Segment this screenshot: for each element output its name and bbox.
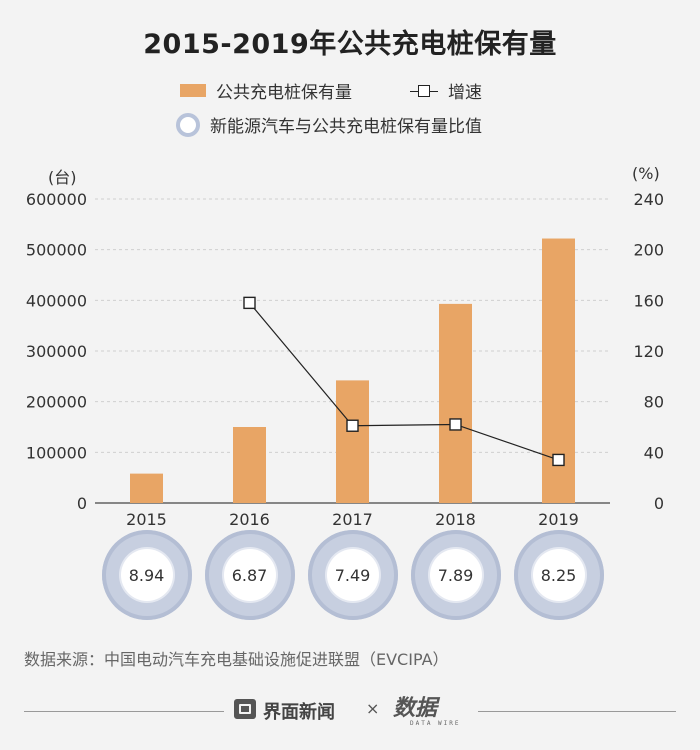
ratio-ring: 6.87 (204, 530, 295, 620)
left-tick-label: 500000 (26, 241, 87, 260)
bar (233, 427, 266, 503)
legend-line-marker (410, 84, 438, 98)
growth-point (346, 419, 359, 432)
chart-title: 2015-2019年公共充电桩保有量 (143, 29, 557, 60)
bar (130, 473, 163, 503)
data-wire-logo-sub: DATA WIRE (410, 720, 461, 727)
growth-point (243, 296, 256, 310)
legend-bar: 公共充电桩保有量 (180, 78, 352, 103)
right-tick-label: 120 (633, 342, 664, 361)
left-axis-unit: (台) (48, 168, 77, 187)
legend-bar-label: 公共充电桩保有量 (216, 83, 352, 103)
ratio-ring: 7.89 (410, 530, 501, 620)
left-tick-label: 200000 (26, 393, 87, 412)
x-tick-label: 2019 (538, 510, 579, 529)
growth-point (449, 418, 462, 431)
chart-plot: 0 100000 200000 300000 400000 500000 600000 0 40… (26, 190, 664, 529)
left-tick-label: 600000 (26, 190, 87, 209)
jiemian-logo-icon (234, 699, 256, 719)
ratio-value: 7.49 (326, 549, 379, 601)
brand-name: 界面新闻 (263, 702, 335, 723)
ratio-value: 8.94 (120, 549, 173, 601)
x-tick-label: 2018 (435, 510, 476, 529)
legend-line-label: 增速 (448, 83, 482, 103)
ratio-ring: 8.25 (513, 530, 604, 620)
times-sign: × (366, 699, 380, 718)
right-tick-label: 0 (654, 494, 664, 513)
left-tick-label: 0 (77, 494, 87, 513)
legend-ratio-label: 新能源汽车与公共充电桩保有量比值 (210, 117, 482, 137)
right-axis-unit: (%) (632, 164, 660, 183)
bar (336, 380, 369, 503)
ratio-value: 8.25 (532, 549, 585, 601)
growth-point (552, 453, 565, 467)
ratio-ring: 7.49 (307, 530, 398, 620)
growth-line (249, 302, 559, 461)
ratio-value: 6.87 (223, 549, 276, 601)
data-wire-logo: 数据 (393, 696, 438, 721)
right-tick-label: 240 (633, 190, 664, 209)
legend-line: 增速 (410, 78, 482, 103)
right-tick-label: 40 (644, 443, 664, 462)
legend-ratio: 新能源汽车与公共充电桩保有量比值 (176, 112, 482, 137)
left-tick-label: 400000 (26, 291, 87, 310)
x-tick-label: 2017 (332, 510, 373, 529)
bar (439, 303, 472, 503)
ratio-ring: 8.94 (101, 530, 192, 620)
left-tick-label: 300000 (26, 342, 87, 361)
x-tick-label: 2016 (229, 510, 270, 529)
x-tick-label: 2015 (126, 510, 167, 529)
ratio-value: 7.89 (429, 549, 482, 601)
left-tick-label: 100000 (26, 443, 87, 462)
legend-bar-swatch (180, 84, 206, 97)
footer-divider-right (478, 711, 676, 712)
source-note: 数据来源：中国电动汽车充电基础设施促进联盟（EVCIPA） (24, 650, 449, 669)
legend-ratio-swatch (176, 112, 200, 137)
right-tick-label: 200 (633, 241, 664, 260)
right-tick-label: 80 (644, 393, 664, 412)
right-tick-label: 160 (633, 291, 664, 310)
footer-divider-left (24, 711, 224, 712)
